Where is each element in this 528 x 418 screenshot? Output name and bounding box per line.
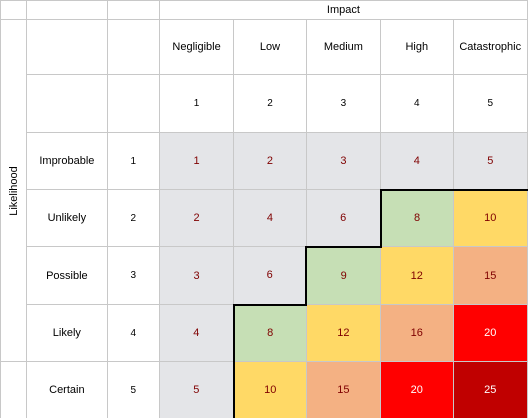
blank-cell — [26, 19, 108, 75]
impact-value-4: 4 — [380, 74, 454, 133]
risk-cell-2-5: 10 — [452, 189, 528, 247]
impact-label-2: Low — [233, 19, 307, 75]
risk-cell-1-5: 5 — [452, 132, 528, 191]
corner-cell — [26, 0, 108, 20]
likelihood-header: Likelihood — [7, 165, 20, 216]
risk-cell-4-3: 12 — [305, 304, 382, 362]
risk-cell-2-4: 8 — [380, 189, 454, 247]
risk-cell-1-1: 1 — [158, 132, 235, 190]
risk-cell-5-4: 20 — [380, 361, 454, 418]
risk-cell-2-2: 4 — [233, 189, 307, 247]
blank-cell — [106, 19, 160, 75]
impact-value-3: 3 — [305, 74, 382, 133]
impact-label-3: Medium — [305, 19, 382, 75]
risk-cell-5-5: 25 — [452, 361, 528, 418]
risk-cell-1-3: 3 — [305, 132, 382, 190]
likelihood-value-2: 2 — [106, 189, 160, 247]
impact-value-5: 5 — [452, 74, 528, 133]
blank-cell — [106, 74, 160, 133]
blank-cell — [26, 74, 108, 133]
likelihood-label-5: Certain — [26, 361, 108, 418]
risk-cell-1-4: 4 — [380, 132, 454, 191]
likelihood-value-5: 5 — [106, 361, 160, 418]
likelihood-value-1: 1 — [106, 132, 160, 190]
likelihood-label-4: Likely — [26, 304, 108, 362]
impact-label-5: Catastrophic — [452, 19, 528, 75]
risk-cell-4-2: 8 — [233, 304, 307, 362]
risk-cell-4-4: 16 — [380, 304, 454, 362]
impact-label-4: High — [380, 19, 454, 75]
impact-label-1: Negligible — [158, 19, 235, 75]
risk-cell-5-2: 10 — [233, 361, 307, 418]
likelihood-label-1: Improbable — [26, 132, 108, 190]
likelihood-value-4: 4 — [106, 304, 160, 362]
likelihood-label-2: Unlikely — [26, 189, 108, 247]
risk-cell-4-5: 20 — [452, 304, 528, 362]
corner-cell — [106, 0, 160, 20]
impact-value-1: 1 — [158, 74, 235, 133]
risk-cell-4-1: 4 — [158, 304, 235, 362]
risk-cell-5-1: 5 — [158, 361, 235, 418]
risk-cell-3-3: 9 — [305, 246, 382, 305]
risk-cell-2-3: 6 — [305, 189, 382, 248]
likelihood-side-cell — [0, 361, 28, 418]
likelihood-label-3: Possible — [26, 246, 108, 305]
risk-cell-3-2: 6 — [233, 246, 308, 306]
risk-cell-5-3: 15 — [305, 361, 382, 418]
risk-cell-3-4: 12 — [380, 246, 454, 305]
impact-value-2: 2 — [233, 74, 307, 133]
risk-cell-3-1: 3 — [158, 246, 235, 305]
risk-cell-3-5: 15 — [452, 246, 528, 305]
impact-header: Impact — [158, 0, 528, 20]
risk-cell-1-2: 2 — [233, 132, 307, 190]
likelihood-value-3: 3 — [106, 246, 160, 305]
corner-cell — [0, 0, 28, 20]
likelihood-header-cell: Likelihood — [0, 19, 28, 362]
risk-cell-2-1: 2 — [158, 189, 235, 247]
